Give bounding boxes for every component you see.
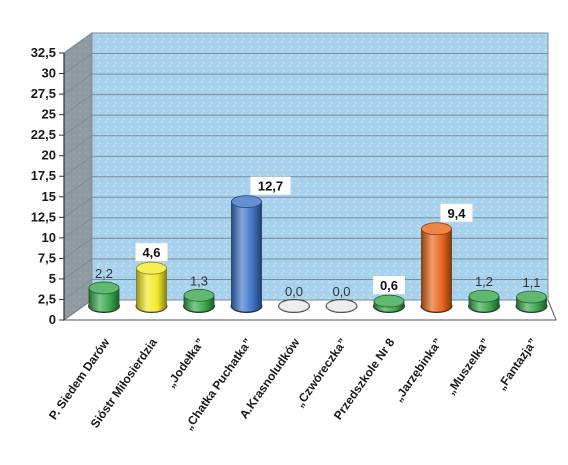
bar xyxy=(373,294,405,313)
x-tick-label: „Jarzębinka” xyxy=(391,336,445,405)
data-label-box xyxy=(440,203,473,222)
gridline-side xyxy=(63,32,93,54)
chart-wall xyxy=(62,32,557,321)
bar-top xyxy=(278,299,310,313)
gridline-side xyxy=(63,299,93,321)
gridline-side xyxy=(63,73,93,95)
chart-side-wall xyxy=(63,32,93,321)
y-tick-label: 10 xyxy=(42,230,56,245)
gridline-side xyxy=(63,258,93,280)
bar-body xyxy=(421,228,452,313)
data-labels: 2,2 4,6 1,3 12,7 0,0 0,0 0,6 9,4 1,2 1,1 xyxy=(95,176,541,299)
data-label: 1,2 xyxy=(475,274,493,289)
bars xyxy=(88,195,548,313)
data-label: 4,6 xyxy=(142,245,160,260)
bar xyxy=(230,195,263,313)
bar-top xyxy=(183,288,215,302)
data-label-box xyxy=(250,176,291,195)
y-tick-label: 12,5 xyxy=(31,209,56,224)
data-label: 0,0 xyxy=(285,284,303,299)
data-label: 1,3 xyxy=(190,273,208,288)
y-tick-label: 2,5 xyxy=(38,291,56,306)
bar-body xyxy=(231,201,262,313)
bar-top xyxy=(373,294,405,308)
y-tick-label: 5 xyxy=(49,271,56,286)
gridline-side xyxy=(63,94,93,116)
y-tick-label: 32,5 xyxy=(31,45,56,60)
gridline-side xyxy=(63,135,93,157)
data-label: 0,0 xyxy=(332,284,350,299)
bar xyxy=(468,289,500,313)
gridline-side xyxy=(63,155,93,177)
y-tick-label: 15 xyxy=(42,189,56,204)
gridline-side xyxy=(63,217,93,239)
gridline-side xyxy=(63,53,93,74)
x-tick-label: „Muszelka” xyxy=(444,336,493,398)
bar-body xyxy=(88,287,120,313)
y-tick-label: 7,5 xyxy=(38,250,56,265)
y-tick-label: 17,5 xyxy=(31,168,56,183)
bar xyxy=(420,222,453,313)
bar-body xyxy=(136,267,167,313)
y-tick-label: 22,5 xyxy=(31,127,56,142)
chart-back-wall xyxy=(91,32,549,301)
bar xyxy=(515,290,548,313)
data-label: 2,2 xyxy=(95,266,113,281)
x-tick-label: „Jodełka” xyxy=(163,336,207,390)
bar-top xyxy=(88,281,120,295)
bar-top xyxy=(231,195,262,209)
gridline-side xyxy=(63,176,93,198)
y-tick-label: 25 xyxy=(42,107,56,122)
gridline-side xyxy=(63,237,93,259)
bar xyxy=(278,299,310,313)
gridlines xyxy=(63,32,548,321)
y-tick-label: 27,5 xyxy=(31,86,56,101)
bar-top xyxy=(326,299,357,313)
y-axis: 0 2,5 5 7,5 10 12,5 15 17,5 20 22,5 25 27,5 30 32,5 xyxy=(31,45,65,327)
y-tick-label: 0 xyxy=(49,312,56,327)
data-label: 1,1 xyxy=(522,275,540,290)
y-tick-label: 30 xyxy=(42,66,56,81)
bar-top xyxy=(516,290,547,304)
data-label: 9,4 xyxy=(447,206,466,221)
bar-top xyxy=(136,261,167,275)
bar xyxy=(135,261,168,313)
gridline-side xyxy=(63,196,93,218)
bar-top xyxy=(421,222,452,236)
bar xyxy=(183,288,215,313)
bar xyxy=(88,281,120,313)
gridline-side xyxy=(63,279,93,300)
data-label: 0,6 xyxy=(380,278,398,293)
data-label: 12,7 xyxy=(258,179,283,194)
bar-top xyxy=(468,289,500,303)
y-tick-label: 20 xyxy=(42,148,56,163)
data-label-box xyxy=(373,276,405,295)
x-tick-label: „Fantazja” xyxy=(494,336,540,393)
bar xyxy=(325,299,358,313)
gridline-side xyxy=(63,114,93,136)
data-label-box xyxy=(135,243,168,262)
